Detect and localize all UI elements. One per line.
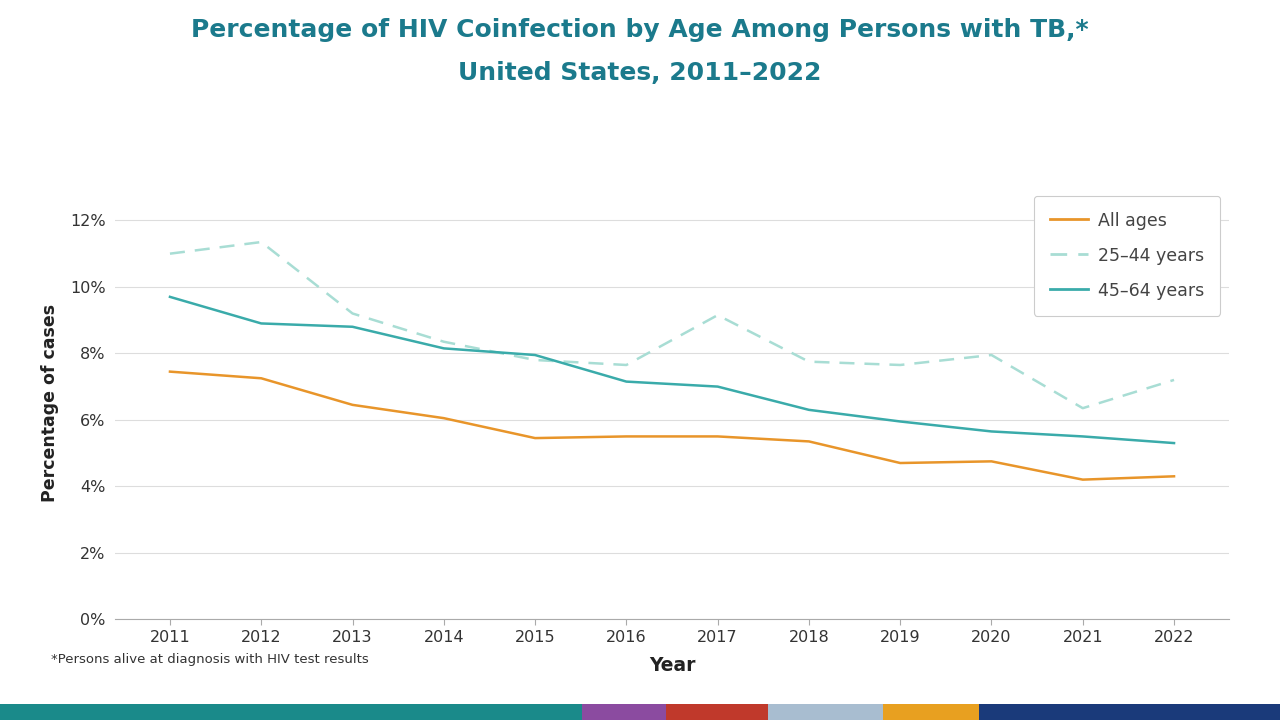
Text: *Persons alive at diagnosis with HIV test results: *Persons alive at diagnosis with HIV tes… [51,653,369,666]
X-axis label: Year: Year [649,656,695,675]
Text: Percentage of HIV Coinfection by Age Among Persons with TB,*: Percentage of HIV Coinfection by Age Amo… [191,18,1089,42]
Legend: All ages, 25–44 years, 45–64 years: All ages, 25–44 years, 45–64 years [1034,196,1220,316]
Text: United States, 2011–2022: United States, 2011–2022 [458,61,822,85]
Y-axis label: Percentage of cases: Percentage of cases [41,304,59,503]
